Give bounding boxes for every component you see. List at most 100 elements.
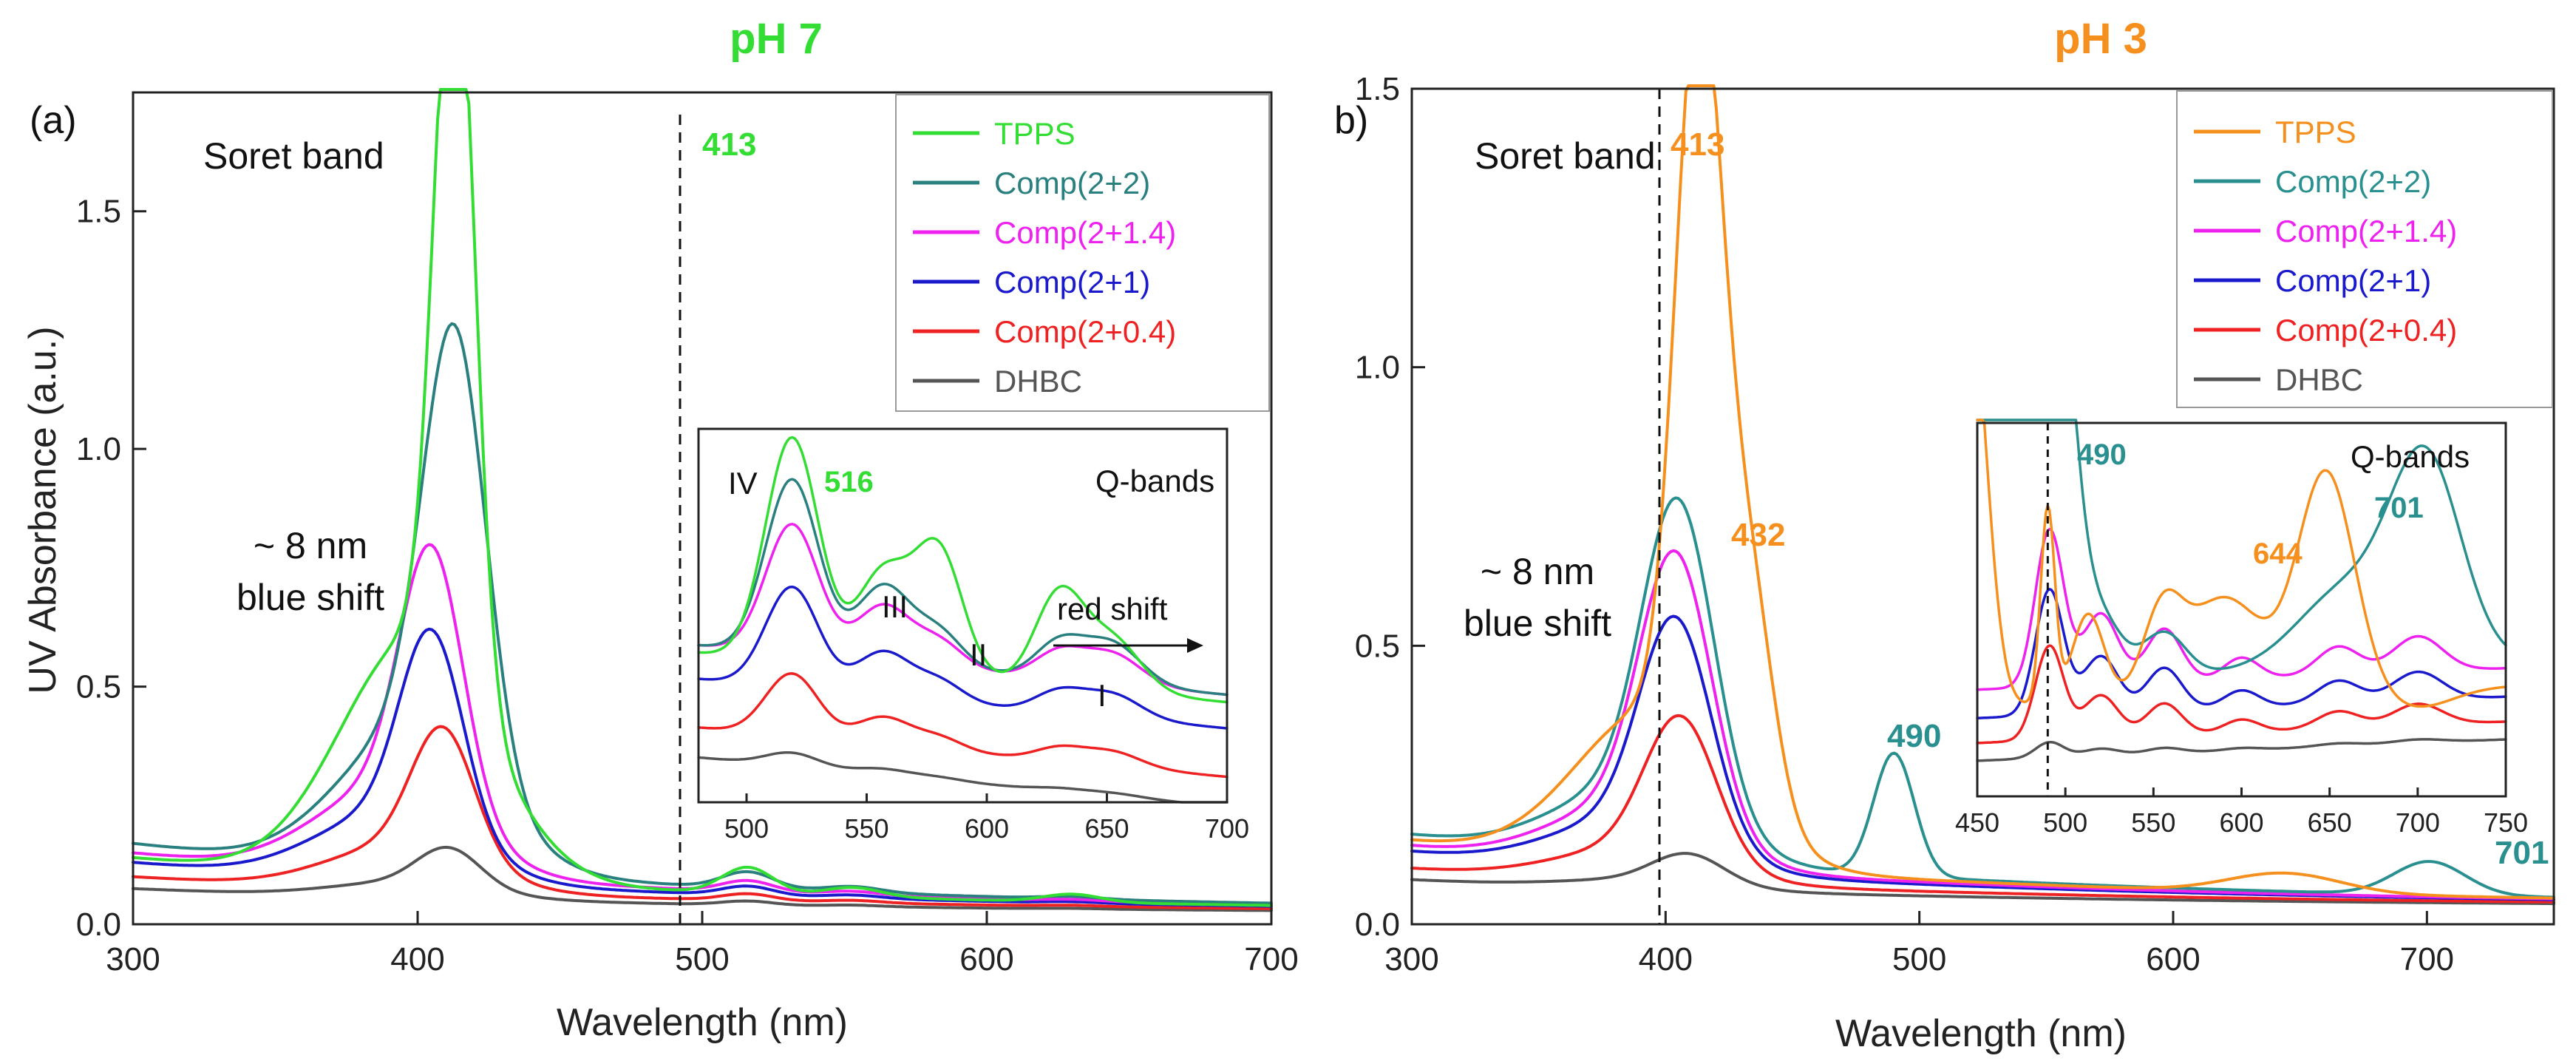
panel-b-inset-x-tick-label: 500 xyxy=(2043,807,2087,838)
panel-a-curve-comp-2-0-4 xyxy=(132,725,1273,910)
panel-b-x-axis-label: Wavelength (nm) xyxy=(1835,1012,2127,1055)
panel-a-inset-title: Q-bands xyxy=(1095,464,1214,498)
panel-a-legend-label-comp-2-2: Comp(2+2) xyxy=(994,166,1150,200)
panel-a-legend-label-comp-2-0-4: Comp(2+0.4) xyxy=(994,314,1176,349)
panel-b-y-tick-label: 1.0 xyxy=(1355,350,1400,386)
panel-a-curve-dhbc xyxy=(132,845,1273,912)
panel-a-legend-label-comp-2-1: Comp(2+1) xyxy=(994,265,1150,299)
panel-a-inset-peak-label: 516 xyxy=(824,466,874,498)
panel-a-inset-x-tick-label: 550 xyxy=(844,813,888,844)
panel-a-inset-band-iii: III xyxy=(882,589,908,624)
panel-a-y-tick-label: 1.5 xyxy=(76,194,121,230)
panel-a-legend-box xyxy=(895,94,1270,412)
panel-a-legend-label-comp-2-1-4: Comp(2+1.4) xyxy=(994,215,1176,250)
panel-a-inset-curve-comp-2-0-4 xyxy=(697,672,1228,779)
panel-b-inset-peak-644: 644 xyxy=(2253,538,2303,570)
panel-b-inset-curve-tpps xyxy=(1976,419,2507,708)
panel-b-inset-x-tick-label: 550 xyxy=(2131,807,2175,838)
panel-a: pH 7 (a) 300 400 500 600 700 0.0 0.5 1.0 1.5 Wav… xyxy=(21,15,1299,1044)
panel-b-curve-dhbc xyxy=(1410,852,2555,906)
panel-b-shift-label-line1: ~ 8 nm xyxy=(1481,551,1594,592)
panel-a-inset-ticks: 500 550 600 650 700 xyxy=(724,793,1249,844)
panel-a-x-tick-label: 600 xyxy=(959,941,1013,977)
panel-b-shift-label-line2: blue shift xyxy=(1464,603,1611,644)
panel-a-x-tick-label: 300 xyxy=(106,941,160,977)
panel-a-shift-label-line1: ~ 8 nm xyxy=(254,525,367,566)
panel-a-curve-tpps xyxy=(132,88,1273,907)
panel-a-inset-shift-label: red shift xyxy=(1057,592,1168,626)
panel-b-shoulder-label: 432 xyxy=(1731,517,1785,553)
panel-a-inset: 500 550 600 650 700 Q-bands IV 516 III II I … xyxy=(697,427,1249,844)
panel-a-inset-shift-arrowhead xyxy=(1187,638,1203,653)
panel-b-curve-comp-2-0-4 xyxy=(1410,714,2555,904)
panel-b-y-tick-label: 0.0 xyxy=(1355,907,1400,943)
panel-b-inset-curve-comp-2-1 xyxy=(1976,588,2507,719)
panel-b-x-tick-label: 700 xyxy=(2400,941,2454,977)
panel-a-inset-background xyxy=(699,429,1227,802)
panel-b-legend-box xyxy=(2176,90,2553,408)
panel-a-y-axis-label: UV Absorbance (a.u.) xyxy=(21,326,64,694)
panel-b-y-tick-label: 1.5 xyxy=(1355,71,1400,107)
panel-b-inset-x-tick-label: 700 xyxy=(2396,807,2440,838)
panel-b-title: pH 3 xyxy=(2054,15,2147,63)
panel-b-inset-x-tick-label: 750 xyxy=(2484,807,2528,838)
panel-b-label: b) xyxy=(1334,99,1368,142)
panel-a-curves xyxy=(132,88,1273,912)
panel-b-axis-ticks: 300 400 500 600 700 0.0 0.5 1.0 1.5 xyxy=(1355,71,2454,977)
panel-b-inset: 450 500 550 600 650 700 750 Q-bands 490 701 64… xyxy=(1955,419,2528,838)
panel-a-curve-comp-2-1 xyxy=(132,627,1273,908)
panel-a-y-tick-label: 1.0 xyxy=(76,431,121,467)
panel-a-y-tick-label: 0.0 xyxy=(76,907,121,943)
panel-b-inset-background xyxy=(1977,423,2506,796)
panel-b-legend-label-tpps: TPPS xyxy=(2275,115,2356,149)
panel-b-inset-curve-comp-2-1-4 xyxy=(1976,527,2507,691)
panel-b-inset-curves xyxy=(1976,419,2507,762)
panel-a-x-tick-label: 400 xyxy=(390,941,444,977)
panel-b-peak-label: 413 xyxy=(1671,126,1724,163)
panel-b-inset-curve-comp-2-0-4 xyxy=(1976,644,2507,745)
panel-b-j-band-label: 490 xyxy=(1887,718,1941,754)
panel-a-legend: TPPS Comp(2+2) Comp(2+1.4) Comp(2+1) Com… xyxy=(895,94,1270,412)
panel-a-legend-label-dhbc: DHBC xyxy=(994,364,1082,399)
panel-a-inset-x-tick-label: 650 xyxy=(1084,813,1129,844)
panel-b-legend-label-dhbc: DHBC xyxy=(2275,362,2363,397)
panel-b-inset-curve-dhbc xyxy=(1976,738,2507,762)
panel-b-q-band-label: 701 xyxy=(2495,835,2549,871)
panel-a-label: (a) xyxy=(30,99,77,142)
panel-b-curve-tpps xyxy=(1410,84,2555,900)
panel-a-inset-curve-dhbc xyxy=(697,750,1228,804)
panel-b-legend: TPPS Comp(2+2) Comp(2+1.4) Comp(2+1) Com… xyxy=(2176,90,2553,408)
panel-a-inset-x-tick-label: 700 xyxy=(1205,813,1249,844)
panel-b-inset-curve-comp-2-2 xyxy=(1976,419,2507,671)
panel-a-inset-curve-tpps xyxy=(697,436,1228,704)
panel-a-peak-label: 413 xyxy=(702,126,756,163)
panel-b-inset-title: Q-bands xyxy=(2351,439,2470,474)
panel-a-inset-curves xyxy=(697,436,1228,804)
panel-a-soret-label: Soret band xyxy=(203,135,384,177)
panel-b-inset-x-tick-label: 650 xyxy=(2308,807,2352,838)
panel-b-legend-label-comp-2-0-4: Comp(2+0.4) xyxy=(2275,313,2457,348)
panel-b-x-tick-label: 500 xyxy=(1892,941,1946,977)
panel-b-inset-peak-490: 490 xyxy=(2077,438,2127,471)
panel-a-x-tick-label: 700 xyxy=(1244,941,1298,977)
panel-a-inset-band-i: I xyxy=(1098,678,1107,713)
panel-a-shift-label-line2: blue shift xyxy=(237,577,384,618)
panel-b-curve-comp-2-1-4 xyxy=(1410,549,2555,901)
panel-b-y-tick-label: 0.5 xyxy=(1355,628,1400,664)
panel-a-x-tick-label: 500 xyxy=(675,941,729,977)
panel-b-x-tick-label: 600 xyxy=(2146,941,2200,977)
panel-b-legend-label-comp-2-1: Comp(2+1) xyxy=(2275,263,2431,298)
panel-a-curve-comp-2-2 xyxy=(132,322,1273,905)
panel-b-legend-label-comp-2-1-4: Comp(2+1.4) xyxy=(2275,214,2457,248)
panel-b-x-tick-label: 300 xyxy=(1384,941,1438,977)
panel-a-axis-ticks: 300 400 500 600 700 0.0 0.5 1.0 1.5 xyxy=(76,194,1299,977)
panel-b: pH 3 b) 300 400 500 600 700 0.0 0.5 1.0 1.5 Wave… xyxy=(1334,15,2555,1055)
panel-a-y-tick-label: 0.5 xyxy=(76,669,121,705)
panel-a-inset-band-iv: IV xyxy=(728,466,758,501)
panel-a-inset-x-tick-label: 500 xyxy=(724,813,769,844)
panel-a-inset-frame xyxy=(697,427,1228,804)
panel-b-legend-label-comp-2-2: Comp(2+2) xyxy=(2275,164,2431,199)
panel-a-title: pH 7 xyxy=(730,15,823,63)
panel-a-legend-label-tpps: TPPS xyxy=(994,116,1075,151)
